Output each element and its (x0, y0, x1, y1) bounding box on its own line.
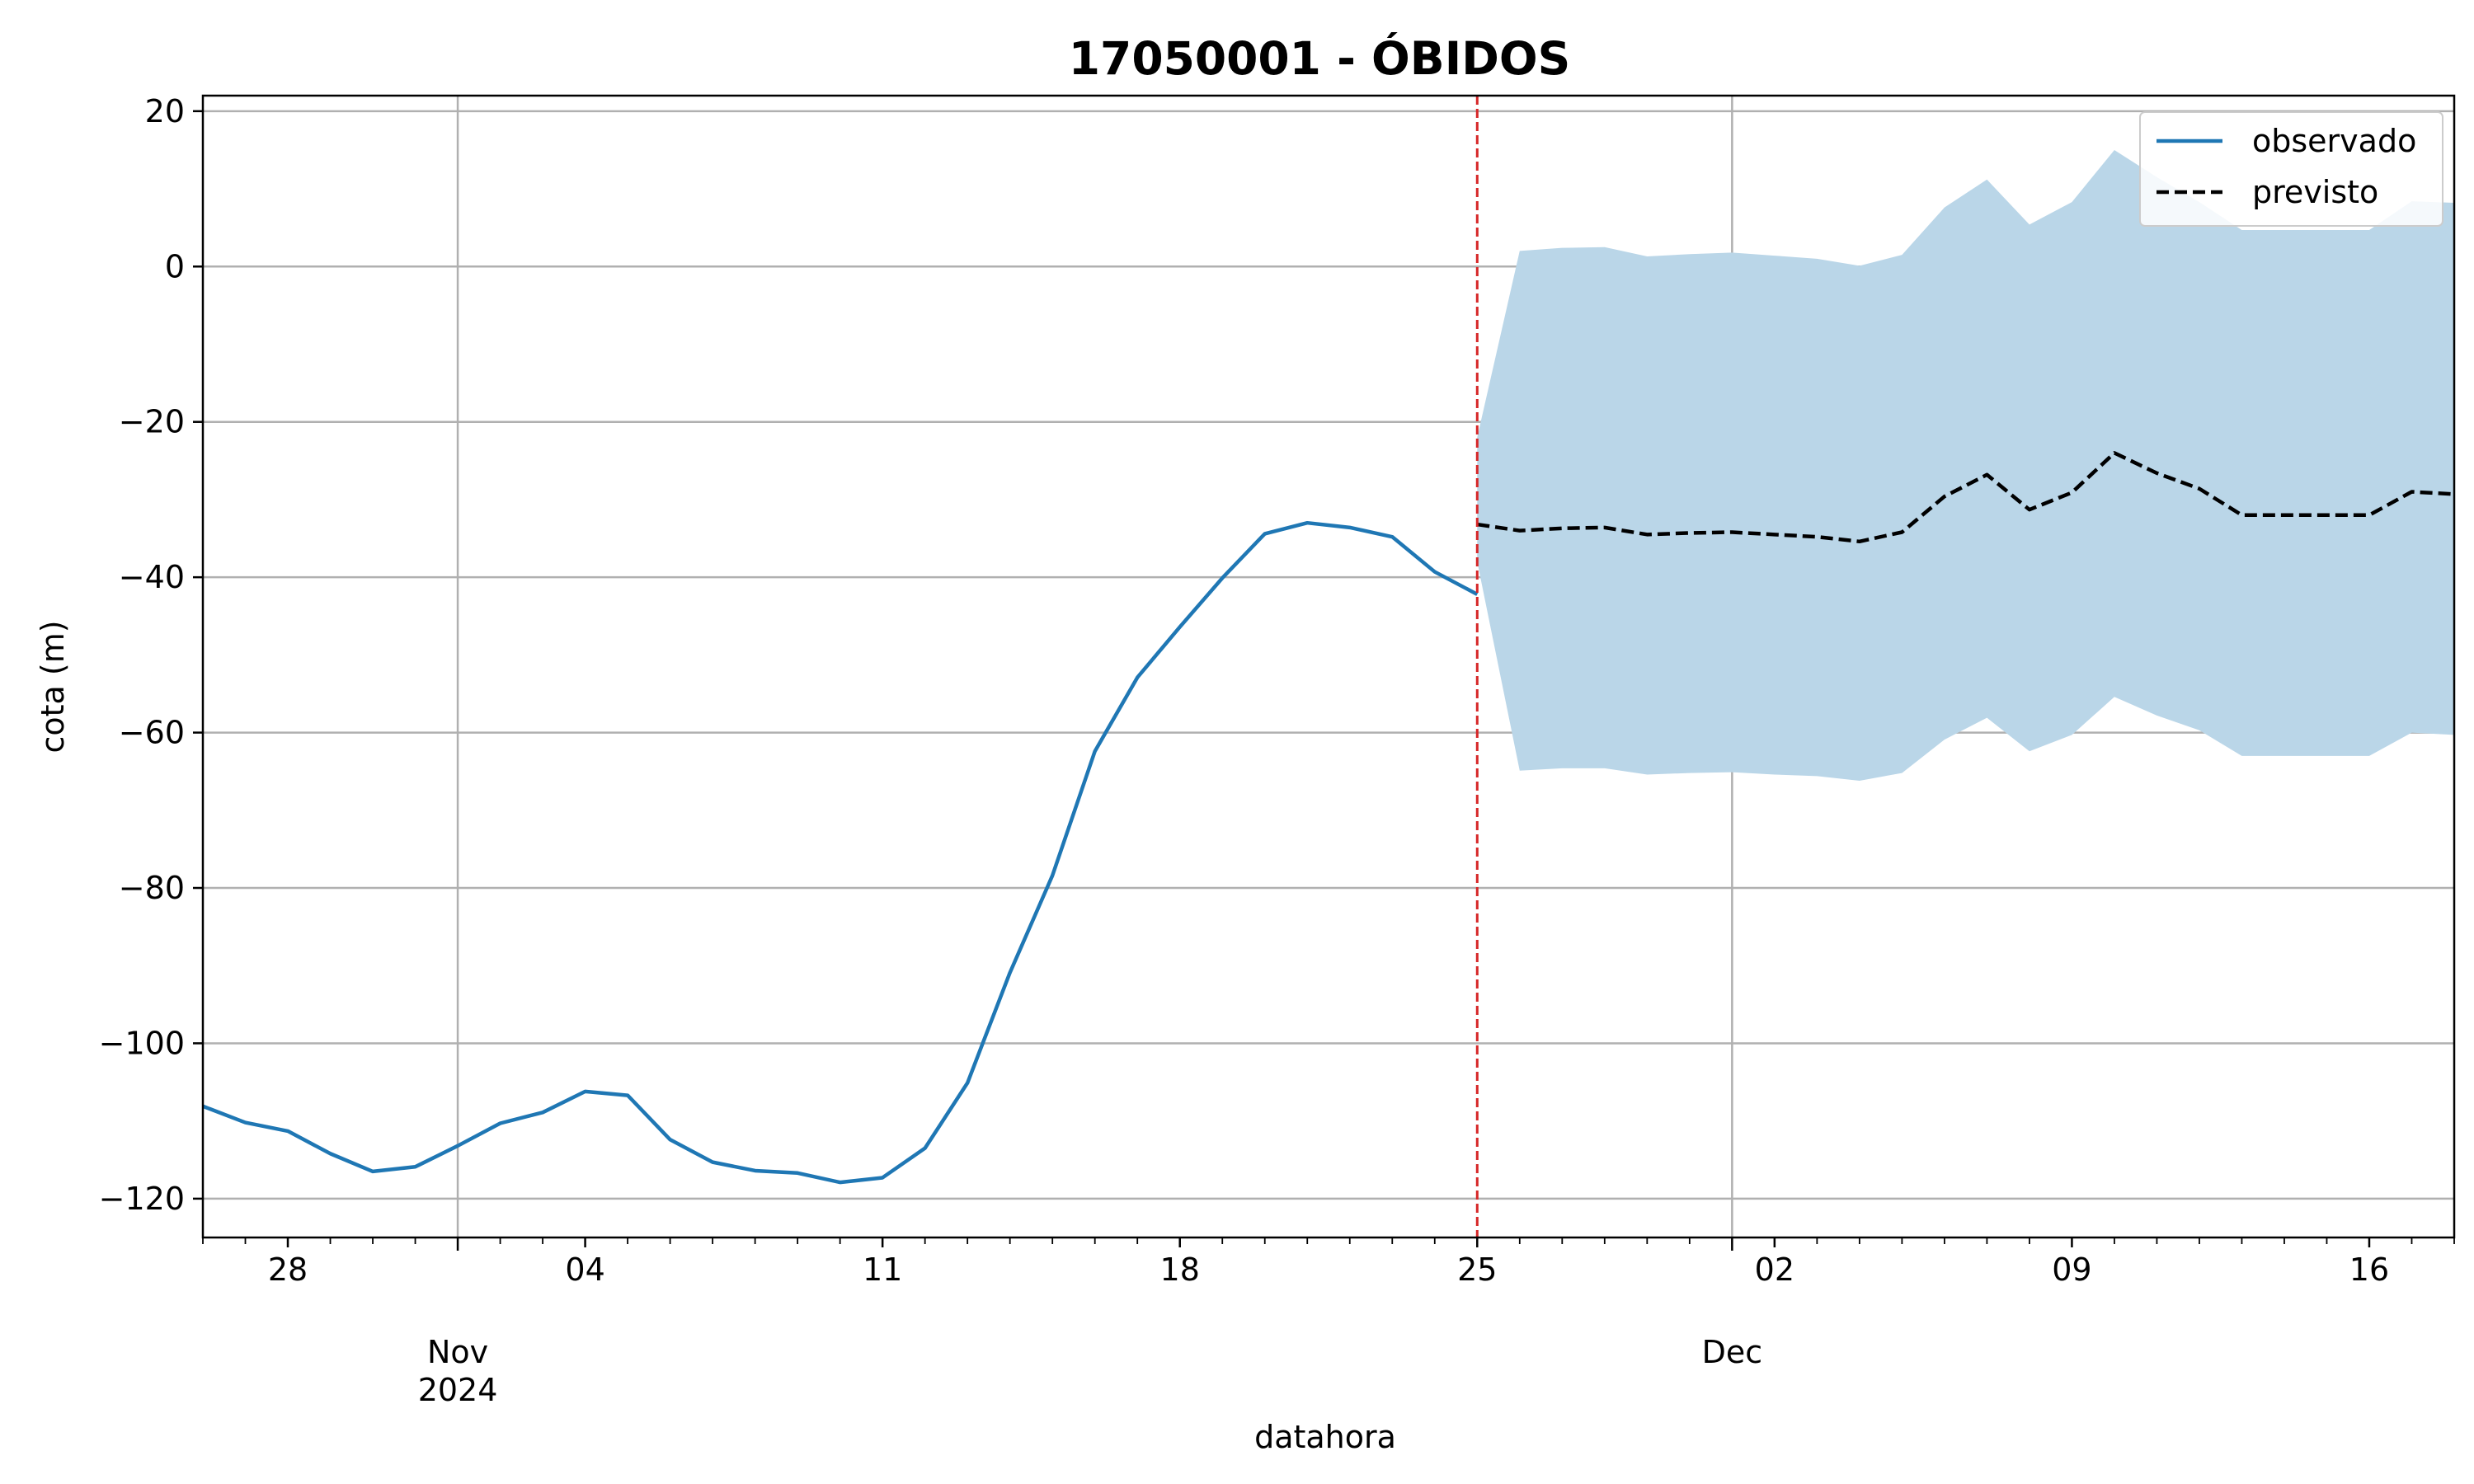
x-tick-label: 25 (1457, 1252, 1497, 1288)
x-axis-label: datahora (1254, 1419, 1396, 1455)
legend: observado previsto (2139, 111, 2443, 227)
x-tick-label: 11 (863, 1252, 902, 1288)
axes-frame (201, 94, 2456, 1239)
forecast-band (1477, 149, 2454, 781)
y-tick-label: −120 (99, 1181, 185, 1217)
y-tick-label: −40 (119, 559, 185, 595)
y-tick-label: −100 (99, 1025, 185, 1061)
series-layer (202, 451, 2455, 1185)
y-tick-label: −20 (119, 404, 185, 440)
y-axis-label: cota (m) (35, 620, 71, 753)
x-year-label: 2024 (418, 1372, 498, 1408)
x-month-label: Dec (1702, 1334, 1763, 1370)
plot-area (201, 94, 2456, 1239)
x-tick-label: 09 (2052, 1252, 2091, 1288)
x-tick-label: 28 (268, 1252, 308, 1288)
y-tick-label: 0 (165, 248, 185, 284)
x-tick-label: 04 (565, 1252, 604, 1288)
y-tick-label: −60 (119, 715, 185, 751)
x-month-label: Nov (427, 1334, 488, 1370)
series-line-observado (202, 520, 1479, 1185)
series-line-previsto (1476, 451, 2455, 544)
x-tick-label: 16 (2349, 1252, 2389, 1288)
x-tick-label: 18 (1160, 1252, 1200, 1288)
y-axis: 20 0 −20 −40 −60 −80 −100 −120 (99, 93, 203, 1217)
y-tick-label: 20 (145, 93, 185, 129)
legend-label-previsto: previsto (2252, 174, 2378, 210)
chart-title: 17050001 - ÓBIDOS (1069, 32, 1570, 85)
grid-lines (203, 96, 2454, 1237)
forecast-band-layer (1477, 149, 2454, 781)
x-tick-label: 02 (1755, 1252, 1794, 1288)
legend-label-observado: observado (2252, 123, 2416, 159)
y-tick-label: −80 (119, 870, 185, 906)
